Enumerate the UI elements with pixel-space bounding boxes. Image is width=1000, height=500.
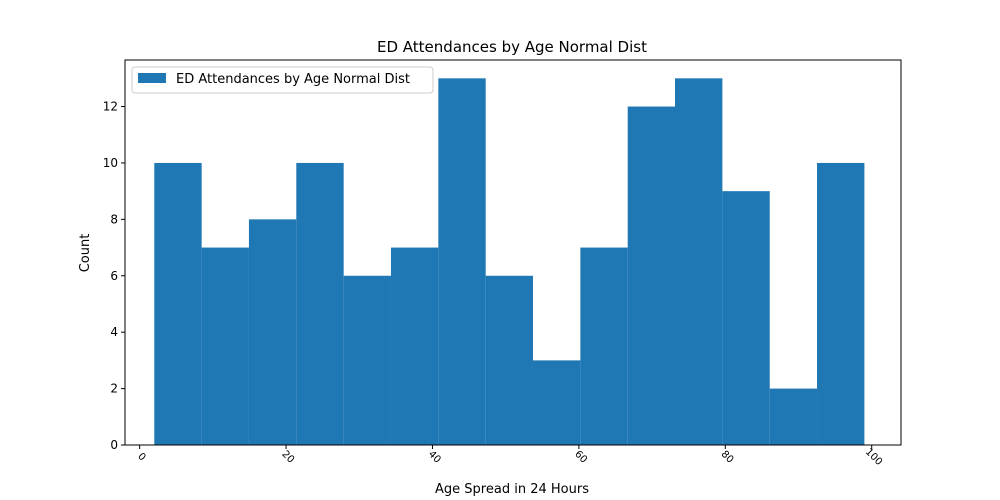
y-axis: 0 2 4 6 8 10 12 bbox=[103, 100, 125, 452]
legend-swatch bbox=[138, 73, 166, 83]
x-tick-label: 100 bbox=[863, 447, 884, 468]
x-tick-label: 60 bbox=[572, 449, 589, 466]
histogram-bar bbox=[722, 191, 770, 445]
histogram-bar bbox=[248, 219, 297, 445]
x-tick-label: 20 bbox=[279, 449, 296, 466]
histogram-bar bbox=[627, 106, 676, 446]
y-axis-label: Count bbox=[78, 234, 93, 273]
x-tick-label: 0 bbox=[135, 451, 147, 463]
y-tick-label: 8 bbox=[110, 212, 118, 226]
histogram-bar bbox=[485, 275, 533, 445]
histogram-bar bbox=[438, 78, 486, 445]
histogram-bar bbox=[154, 162, 202, 445]
y-tick-label: 2 bbox=[110, 382, 118, 396]
histogram-bar bbox=[390, 247, 439, 445]
x-axis-label: Age Spread in 24 Hours bbox=[435, 482, 589, 497]
histogram-bar bbox=[296, 162, 344, 445]
histogram-bar bbox=[769, 388, 818, 445]
histogram-bar bbox=[817, 162, 865, 445]
x-axis: 0 20 40 60 80 100 bbox=[135, 445, 884, 468]
legend-label: ED Attendances by Age Normal Dist bbox=[176, 72, 410, 87]
histogram-bar bbox=[343, 275, 391, 445]
y-tick-label: 10 bbox=[103, 156, 118, 170]
x-tick-label: 40 bbox=[426, 449, 443, 466]
y-tick-label: 0 bbox=[110, 438, 118, 452]
legend-box bbox=[131, 66, 434, 94]
chart-title: ED Attendances by Age Normal Dist bbox=[377, 38, 647, 56]
y-tick-label: 4 bbox=[110, 325, 118, 339]
y-tick-label: 12 bbox=[103, 100, 118, 114]
histogram-bar bbox=[580, 247, 628, 445]
bars-group bbox=[154, 78, 865, 446]
histogram-bar bbox=[201, 247, 249, 445]
histogram-bar bbox=[532, 360, 581, 445]
x-tick-label: 80 bbox=[719, 449, 736, 466]
y-tick-label: 6 bbox=[110, 269, 118, 283]
histogram-bar bbox=[675, 78, 723, 445]
plot-frame bbox=[124, 59, 902, 446]
legend: ED Attendances by Age Normal Dist bbox=[131, 66, 434, 94]
